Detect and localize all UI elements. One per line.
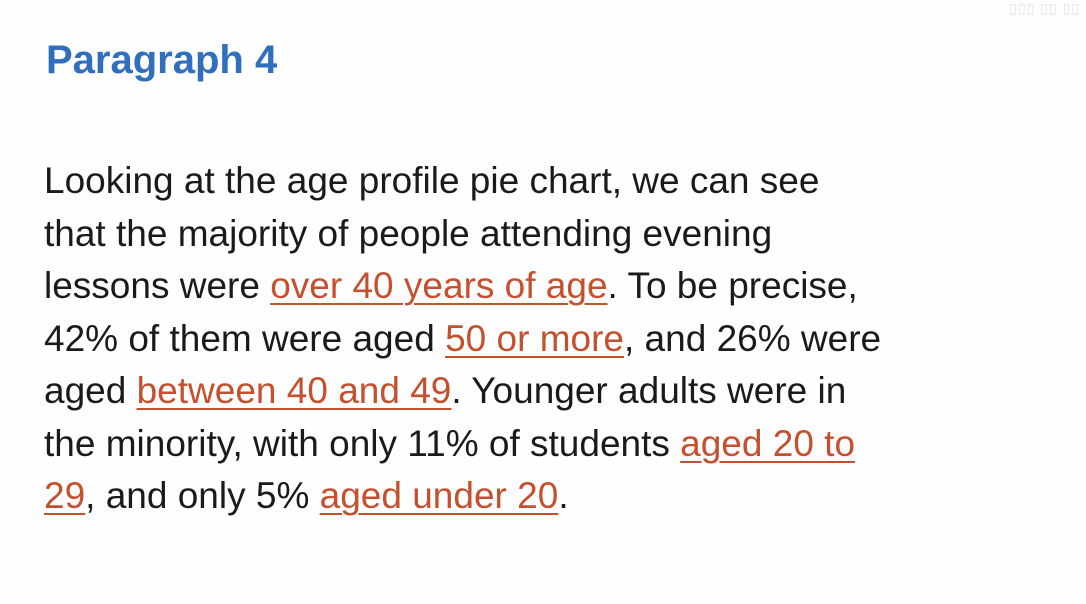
highlighted-phrase: 29 bbox=[44, 475, 86, 516]
text-segment: 42% of them were aged bbox=[44, 317, 446, 359]
highlighted-phrase: 50 or more bbox=[445, 317, 624, 359]
paragraph-line: the minority, with only 11% of students … bbox=[44, 418, 1064, 471]
paragraph-line: 29, and only 5% aged under 20. bbox=[44, 470, 1064, 523]
paragraph-line: that the majority of people attending ev… bbox=[44, 208, 1064, 261]
highlighted-phrase: between 40 and 49 bbox=[136, 370, 452, 411]
paragraph-body: Looking at the age profile pie chart, we… bbox=[44, 155, 1064, 523]
text-segment: , and only 5% bbox=[85, 475, 320, 516]
paragraph-line: aged between 40 and 49. Younger adults w… bbox=[44, 365, 1064, 418]
paragraph-line: Looking at the age profile pie chart, we… bbox=[44, 155, 1064, 208]
highlighted-phrase: over 40 years of age bbox=[270, 265, 608, 306]
text-segment: that the majority of people attending ev… bbox=[44, 212, 773, 254]
text-segment: . bbox=[558, 475, 569, 516]
text-segment: the minority, with only 11% of students bbox=[44, 422, 681, 464]
text-segment: lessons were bbox=[44, 265, 271, 306]
paragraph-line: lessons were over 40 years of age. To be… bbox=[44, 260, 1064, 313]
watermark-logo: ▯▯▯ ▯▯ ▯▯ bbox=[1009, 0, 1080, 16]
paragraph-line: 42% of them were aged 50 or more, and 26… bbox=[44, 313, 1064, 366]
text-segment: aged bbox=[44, 370, 137, 411]
text-segment: Looking at the age profile pie chart, we… bbox=[44, 160, 820, 201]
page-title: Paragraph 4 bbox=[46, 38, 278, 82]
text-segment: . To be precise, bbox=[607, 265, 858, 306]
highlighted-phrase: aged under 20 bbox=[319, 475, 559, 516]
text-segment: , and 26% were bbox=[624, 317, 882, 359]
text-segment: . Younger adults were in bbox=[451, 370, 847, 411]
highlighted-phrase: aged 20 to bbox=[680, 422, 856, 464]
